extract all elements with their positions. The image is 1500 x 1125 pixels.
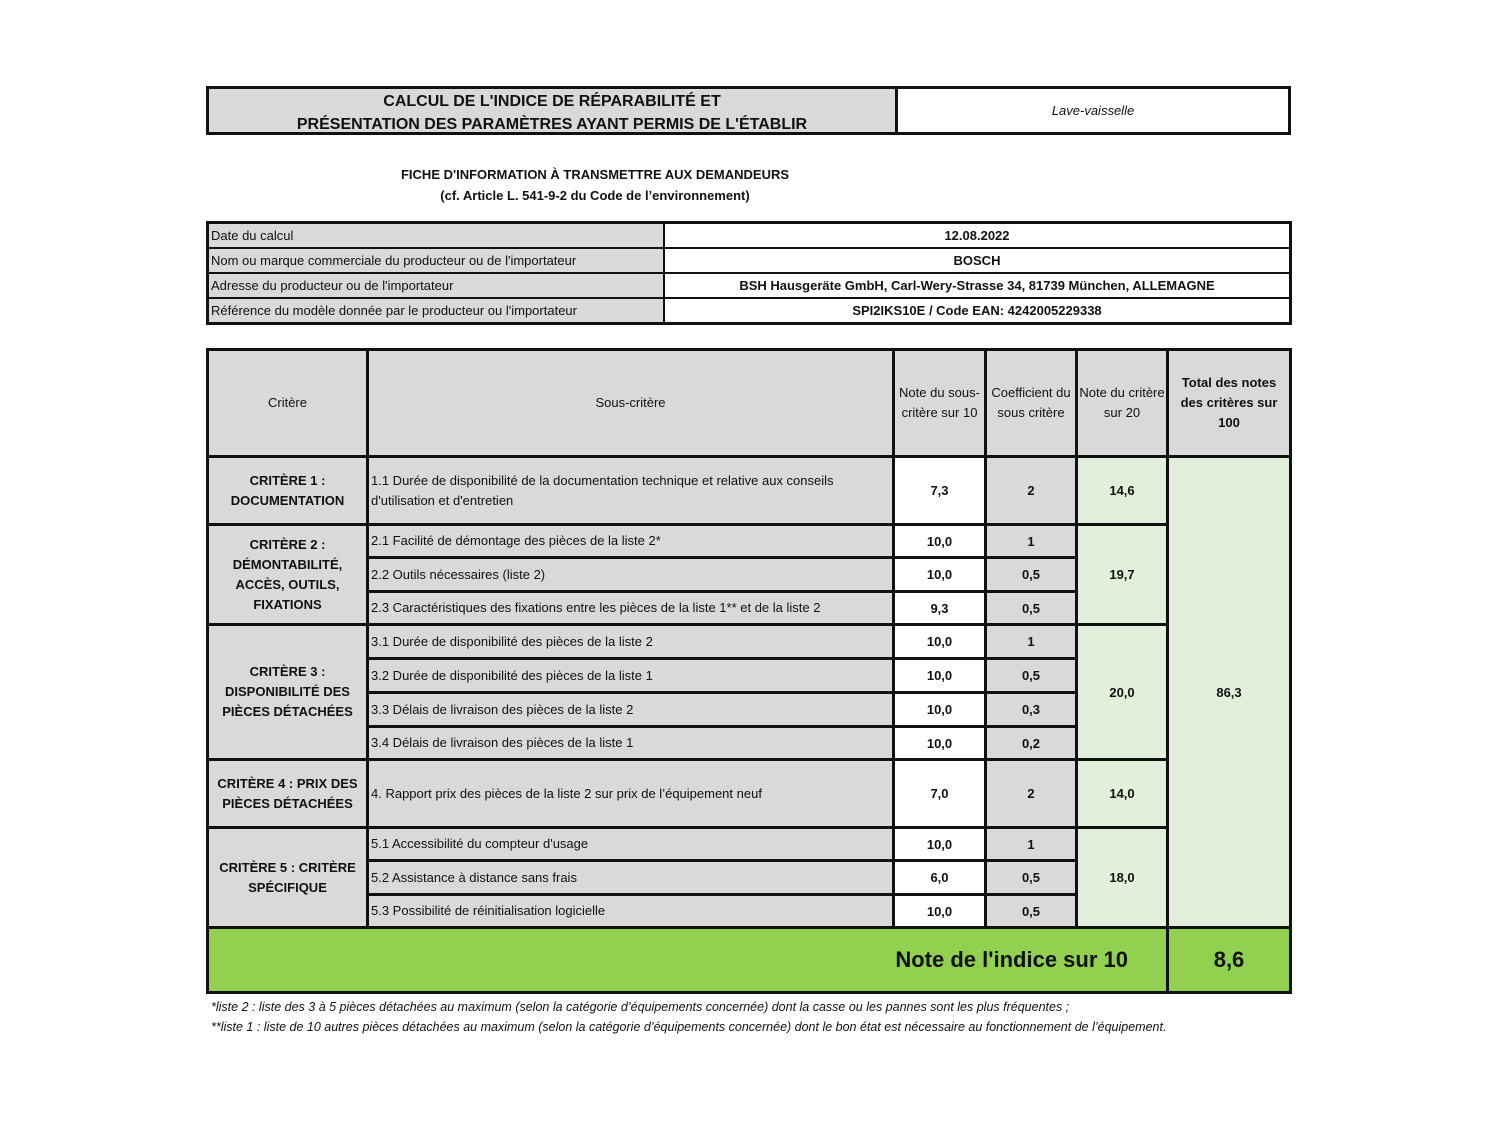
criterion-name: CRITÈRE 4 : PRIX DES PIÈCES DÉTACHÉES <box>206 758 369 829</box>
subtitle-line-2: (cf. Article L. 541-9-2 du Code de l’env… <box>440 188 750 203</box>
criterion-score: 18,0 <box>1075 826 1169 929</box>
sub-criterion-note: 7,3 <box>892 455 987 526</box>
sub-criterion-note: 9,3 <box>892 590 987 626</box>
subtitle: FICHE D'INFORMATION À TRANSMETTRE AUX DE… <box>300 164 890 206</box>
sub-criterion-note: 6,0 <box>892 859 987 896</box>
title-line-1: CALCUL DE L'INDICE DE RÉPARABILITÉ ET <box>383 93 721 110</box>
sub-criterion-label: 4. Rapport prix des pièces de la liste 2… <box>366 758 895 829</box>
info-row: Nom ou marque commerciale du producteur … <box>206 247 1292 274</box>
sub-criterion-note: 10,0 <box>892 623 987 660</box>
sub-criterion-coefficient: 0,5 <box>984 657 1078 694</box>
sub-criterion-label: 2.1 Facilité de démontage des pièces de … <box>366 523 895 559</box>
criterion-name: CRITÈRE 1 : DOCUMENTATION <box>206 455 369 526</box>
sub-criterion-label: 3.3 Délais de livraison des pièces de la… <box>366 691 895 728</box>
criterion-name: CRITÈRE 3 : DISPONIBILITÉ DES PIÈCES DÉT… <box>206 623 369 761</box>
table-row: CRITÈRE 1 : DOCUMENTATION 1.1 Durée de di… <box>206 455 1292 929</box>
sub-criterion-label: 2.3 Caractéristiques des fixations entre… <box>366 590 895 626</box>
criterion-score: 14,6 <box>1075 455 1169 526</box>
criterion-name: CRITÈRE 2 : DÉMONTABILITÉ, ACCÈS, OUTILS… <box>206 523 369 626</box>
sub-criterion-note: 10,0 <box>892 657 987 694</box>
sub-criterion-label: 5.2 Assistance à distance sans frais <box>366 859 895 896</box>
sub-criterion-note: 10,0 <box>892 725 987 761</box>
sub-criterion-coefficient: 0,5 <box>984 556 1078 593</box>
info-value: SPI2IKS10E / Code EAN: 4242005229338 <box>663 297 1292 325</box>
total-score: 86,3 <box>1166 455 1292 929</box>
footnote-1: *liste 2 : liste des 3 à 5 pièces détach… <box>211 1000 1070 1014</box>
col-coef: Coefficient du sous critère <box>984 348 1078 458</box>
table-row: 5.3 Possibilité de réinitialisation logi… <box>208 893 1291 929</box>
sub-criterion-label: 3.4 Délais de livraison des pièces de la… <box>366 725 895 761</box>
index-label: Note de l'indice sur 10 <box>206 926 1169 994</box>
table-row: CRITÈRE 4 : PRIX DES PIÈCES DÉTACHÉES 4. … <box>206 758 1291 829</box>
footnote-2: **liste 1 : liste de 10 autres pièces dé… <box>211 1020 1167 1034</box>
info-value: BOSCH <box>663 247 1292 274</box>
sub-criterion-note: 10,0 <box>892 826 987 862</box>
table-row: CRITÈRE 3 : DISPONIBILITÉ DES PIÈCES DÉT… <box>206 623 1291 761</box>
sub-criterion-coefficient: 1 <box>984 623 1078 660</box>
sub-criterion-note: 7,0 <box>892 758 987 829</box>
sub-criterion-note: 10,0 <box>892 556 987 593</box>
header-row: Critère Sous-critère Note du sous-critèr… <box>206 348 1292 458</box>
sub-criterion-label: 5.1 Accessibilité du compteur d'usage <box>366 826 895 862</box>
sub-criterion-label: 1.1 Durée de disponibilité de la documen… <box>366 455 895 526</box>
sub-criterion-coefficient: 0,5 <box>984 590 1078 626</box>
info-value: BSH Hausgeräte GmbH, Carl-Wery-Strasse 3… <box>663 272 1292 299</box>
table-row: CRITÈRE 5 : CRITÈRE SPÉCIFIQUE 5.1 Access… <box>206 826 1291 929</box>
info-value: 12.08.2022 <box>663 221 1292 249</box>
col-sous-critere: Sous-critère <box>366 348 895 458</box>
info-row: Adresse du producteur ou de l'importateu… <box>206 272 1292 299</box>
index-row: Note de l'indice sur 10 8,6 <box>206 926 1292 994</box>
footnotes: *liste 2 : liste des 3 à 5 pièces détach… <box>211 997 1166 1037</box>
title-line-2: PRÉSENTATION DES PARAMÈTRES AYANT PERMIS… <box>296 116 808 133</box>
table-row: 2.3 Caractéristiques des fixations entre… <box>208 590 1291 626</box>
sub-criterion-coefficient: 2 <box>984 758 1078 829</box>
sub-criterion-coefficient: 2 <box>984 455 1078 526</box>
sub-criterion-coefficient: 0,5 <box>984 859 1078 896</box>
info-label: Nom ou marque commerciale du producteur … <box>206 247 665 274</box>
table-row: CRITÈRE 2 : DÉMONTABILITÉ, ACCÈS, OUTILS… <box>206 523 1291 626</box>
table-row: 5.2 Assistance à distance sans frais 6,0 0… <box>208 859 1291 896</box>
table-row: 3.3 Délais de livraison des pièces de la… <box>208 691 1291 728</box>
col-total: Total des notes des critères sur 100 <box>1166 348 1292 458</box>
info-label: Adresse du producteur ou de l'importateu… <box>206 272 665 299</box>
sub-criterion-coefficient: 0,3 <box>984 691 1078 728</box>
sub-criterion-note: 10,0 <box>892 893 987 929</box>
info-row: Date du calcul 12.08.2022 <box>206 221 1292 249</box>
sub-criterion-label: 5.3 Possibilité de réinitialisation logi… <box>366 893 895 929</box>
subtitle-line-1: FICHE D'INFORMATION À TRANSMETTRE AUX DE… <box>400 167 790 182</box>
sub-criterion-label: 3.2 Durée de disponibilité des pièces de… <box>366 657 895 694</box>
score-table: Critère Sous-critère Note du sous-critèr… <box>206 348 1292 994</box>
index-value: 8,6 <box>1166 926 1292 994</box>
criterion-score: 19,7 <box>1075 523 1169 626</box>
info-row: Référence du modèle donnée par le produc… <box>206 297 1292 325</box>
info-label: Référence du modèle donnée par le produc… <box>206 297 665 325</box>
document-title: CALCUL DE L'INDICE DE RÉPARABILITÉ ET PR… <box>209 89 898 133</box>
sub-criterion-coefficient: 1 <box>984 826 1078 862</box>
col-note-sous: Note du sous-critère sur 10 <box>892 348 987 458</box>
criterion-name: CRITÈRE 5 : CRITÈRE SPÉCIFIQUE <box>206 826 369 929</box>
col-critere: Critère <box>206 348 369 458</box>
info-table: Date du calcul 12.08.2022 Nom ou marque co… <box>206 221 1292 325</box>
table-row: 3.4 Délais de livraison des pièces de la… <box>208 725 1291 761</box>
info-label: Date du calcul <box>206 221 665 249</box>
sub-criterion-coefficient: 0,2 <box>984 725 1078 761</box>
table-row: 2.2 Outils nécessaires (liste 2) 10,0 0,5 <box>208 556 1291 593</box>
sub-criterion-label: 2.2 Outils nécessaires (liste 2) <box>366 556 895 593</box>
col-note-crit: Note du critère sur 20 <box>1075 348 1169 458</box>
table-row: 3.2 Durée de disponibilité des pièces de… <box>208 657 1291 694</box>
criterion-score: 14,0 <box>1075 758 1169 829</box>
sub-criterion-label: 3.1 Durée de disponibilité des pièces de… <box>366 623 895 660</box>
product-type: Lave-vaisselle <box>1051 103 1135 118</box>
sub-criterion-note: 10,0 <box>892 691 987 728</box>
title-box: CALCUL DE L'INDICE DE RÉPARABILITÉ ET PR… <box>206 86 1291 135</box>
sub-criterion-coefficient: 1 <box>984 523 1078 559</box>
criterion-score: 20,0 <box>1075 623 1169 761</box>
sub-criterion-note: 10,0 <box>892 523 987 559</box>
sub-criterion-coefficient: 0,5 <box>984 893 1078 929</box>
